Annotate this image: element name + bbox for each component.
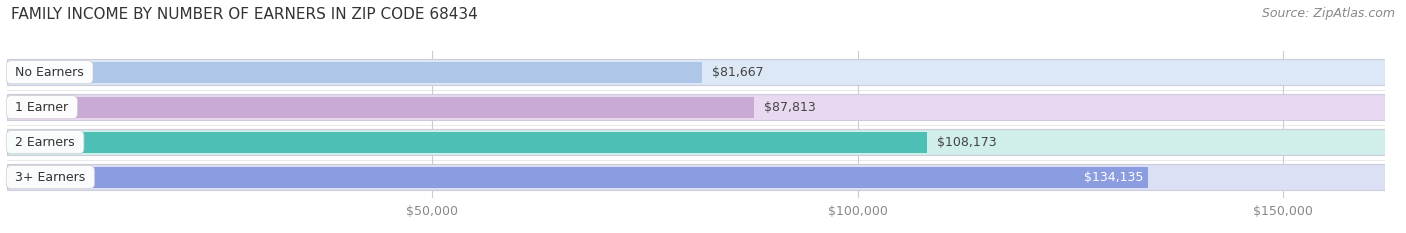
Bar <box>7 164 1385 190</box>
Text: $87,813: $87,813 <box>763 101 815 114</box>
Text: 2 Earners: 2 Earners <box>11 136 79 149</box>
Text: $81,667: $81,667 <box>711 66 763 79</box>
Bar <box>7 62 702 83</box>
Bar <box>7 94 1385 120</box>
Text: 3+ Earners: 3+ Earners <box>11 171 90 184</box>
Bar <box>7 129 1385 155</box>
Bar <box>7 167 1147 188</box>
Text: $134,135: $134,135 <box>1084 171 1143 184</box>
Text: Source: ZipAtlas.com: Source: ZipAtlas.com <box>1261 7 1395 20</box>
Bar <box>7 59 1385 85</box>
Text: $108,173: $108,173 <box>938 136 997 149</box>
Text: FAMILY INCOME BY NUMBER OF EARNERS IN ZIP CODE 68434: FAMILY INCOME BY NUMBER OF EARNERS IN ZI… <box>11 7 478 22</box>
Bar <box>7 97 754 118</box>
Text: No Earners: No Earners <box>11 66 89 79</box>
Text: 1 Earner: 1 Earner <box>11 101 72 114</box>
Bar <box>7 132 927 153</box>
